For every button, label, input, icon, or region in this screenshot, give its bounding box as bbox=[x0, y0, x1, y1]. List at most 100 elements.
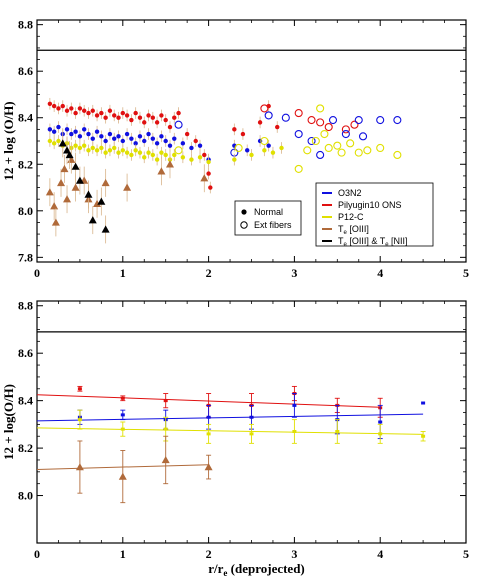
p12c-point bbox=[421, 434, 426, 438]
p12c-ext-point bbox=[320, 129, 329, 139]
legend-label-pilyugin: Pilyugin10 ONS bbox=[338, 200, 402, 210]
o3n2-point bbox=[112, 136, 117, 141]
o3n2-point bbox=[69, 131, 74, 137]
marker-legend-open-icon bbox=[240, 221, 248, 229]
o3n2-point bbox=[81, 127, 87, 132]
x-tick-label: 5 bbox=[463, 547, 469, 561]
pilyugin-point bbox=[56, 106, 61, 111]
te_both-triangle bbox=[84, 190, 93, 198]
pilyugin-point bbox=[120, 396, 125, 400]
o3n2-ext-point bbox=[281, 113, 290, 122]
x-tick-label: 0 bbox=[34, 266, 40, 280]
y-tick-label: 8.6 bbox=[18, 64, 33, 78]
p12c-point bbox=[206, 159, 211, 165]
p12c-ext-point bbox=[260, 136, 269, 146]
te_both-triangle bbox=[58, 139, 67, 147]
p12c-ext-point bbox=[294, 164, 303, 173]
p12c-point bbox=[51, 141, 57, 146]
p12c-ext-point bbox=[174, 146, 183, 155]
o3n2-point bbox=[64, 127, 70, 132]
o3n2-point bbox=[129, 136, 134, 141]
plot-area bbox=[45, 97, 402, 244]
p12c-point bbox=[77, 145, 83, 151]
pilyugin-point bbox=[202, 152, 207, 158]
pilyugin-point bbox=[172, 115, 177, 120]
te_oiii-triangle bbox=[165, 160, 174, 168]
pilyugin-ext-point bbox=[294, 109, 303, 118]
pilyugin-point bbox=[94, 113, 100, 118]
o3n2-point bbox=[116, 134, 121, 139]
o3n2-ext-point bbox=[393, 116, 402, 125]
p12c-point bbox=[142, 155, 147, 160]
x-tick-label: 2 bbox=[206, 547, 212, 561]
p12c-point bbox=[335, 429, 340, 433]
pilyugin-ext-point bbox=[307, 116, 316, 125]
p12c-ext-point bbox=[311, 136, 320, 146]
te_oiii-triangle bbox=[161, 455, 170, 464]
o3n2-point bbox=[159, 134, 164, 139]
p12c-point bbox=[86, 148, 91, 153]
o3n2-point bbox=[292, 403, 297, 407]
x-tick-label: 1 bbox=[120, 266, 126, 280]
te_oiii-triangle bbox=[101, 178, 110, 187]
te_oiii-triangle bbox=[200, 174, 209, 182]
o3n2-point bbox=[421, 401, 426, 405]
x-tick-label: 4 bbox=[377, 547, 383, 561]
y-tick-label: 8.8 bbox=[18, 299, 33, 313]
p12c-point bbox=[77, 418, 82, 422]
x-tick-label: 5 bbox=[463, 266, 469, 280]
p12c-point bbox=[197, 155, 203, 160]
o3n2-point bbox=[172, 136, 177, 141]
p12c-ext-point bbox=[346, 139, 355, 148]
o3n2-point bbox=[124, 131, 130, 137]
p12c-ext-point bbox=[376, 143, 385, 153]
o3n2-ext-point bbox=[328, 116, 338, 125]
y-tick-label: 8.2 bbox=[18, 157, 33, 171]
p12c-point bbox=[159, 150, 164, 155]
pilyugin-ext-point bbox=[350, 120, 359, 129]
p12c-point bbox=[133, 148, 138, 153]
o3n2-point bbox=[51, 129, 57, 134]
o3n2-point bbox=[180, 141, 186, 146]
p12c-ext-point bbox=[363, 146, 372, 155]
o3n2-point bbox=[120, 413, 125, 417]
o3n2-ext-point bbox=[341, 129, 350, 139]
o3n2-point bbox=[245, 148, 250, 153]
marker-legend-box bbox=[234, 200, 302, 236]
o3n2-point bbox=[150, 136, 156, 141]
pilyugin-point bbox=[208, 185, 213, 190]
o3n2-point bbox=[249, 415, 254, 419]
p12c-point bbox=[94, 148, 100, 153]
p12c-point bbox=[99, 145, 104, 151]
o3n2-ext-point bbox=[358, 132, 368, 141]
p12c-fit-line bbox=[37, 427, 424, 435]
pilyugin-point bbox=[206, 171, 211, 176]
te_oiii-triangle bbox=[57, 178, 66, 187]
o3n2-point bbox=[167, 143, 173, 148]
o3n2-ext-point bbox=[354, 116, 363, 125]
pilyugin-point bbox=[133, 110, 138, 116]
x-tick-label: 2 bbox=[206, 266, 212, 280]
p12c-ext-point bbox=[324, 143, 333, 153]
o3n2-point bbox=[206, 415, 211, 419]
pilyugin-point bbox=[184, 131, 190, 137]
marker-legend-filled-icon bbox=[241, 209, 247, 215]
pilyugin-point bbox=[103, 115, 108, 120]
p12c-point bbox=[292, 429, 297, 433]
top-panel: 0 1 2 3 4 5 7.8 8.0 8.2 8.4 8.6 8.8 12 + log (O/H) O3… bbox=[1, 18, 469, 280]
p12c-point bbox=[270, 150, 276, 155]
p12c-point bbox=[189, 157, 194, 162]
o3n2-point bbox=[90, 136, 95, 141]
y-tick-label: 8.2 bbox=[18, 441, 33, 455]
p12c-point bbox=[249, 432, 254, 436]
p12c-point bbox=[81, 143, 87, 148]
legend-label-p12c: P12-C bbox=[338, 212, 364, 222]
o3n2-point bbox=[94, 129, 100, 134]
p12c-point bbox=[154, 157, 160, 162]
p12c-point bbox=[206, 432, 211, 436]
pilyugin-ext-point bbox=[316, 118, 325, 127]
o3n2-point bbox=[107, 131, 113, 137]
p12c-ext-point bbox=[333, 141, 342, 150]
o3n2-point bbox=[77, 134, 83, 139]
o3n2-fit-line bbox=[37, 413, 424, 422]
